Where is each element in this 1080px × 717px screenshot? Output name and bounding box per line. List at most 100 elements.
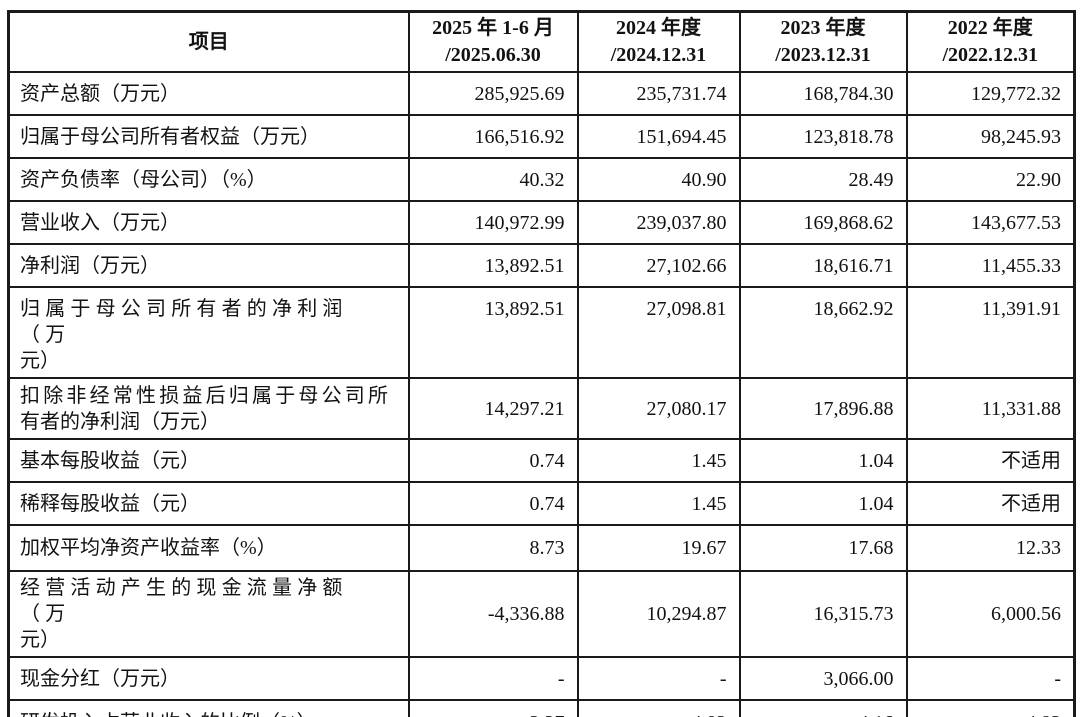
table-row-parent-net-profit: 归属于母公司所有者的净利润（万 元） 13,892.51 27,098.81 1… [7, 286, 1076, 379]
cell-value: 168,784.30 [738, 71, 908, 116]
cell-value: 123,818.78 [738, 114, 908, 159]
cell-value: 16,315.73 [738, 570, 908, 658]
cell-value: - [905, 656, 1076, 701]
period-date: /2022.12.31 [942, 44, 1039, 66]
cell-value: 27,080.17 [576, 377, 741, 440]
cell-value: 169,868.62 [738, 200, 908, 245]
cell-value: 1.45 [576, 438, 741, 483]
cell-value: 11,391.91 [905, 286, 1076, 379]
cell-value: -4,336.88 [407, 570, 579, 658]
cell-value: 13,892.51 [407, 286, 579, 379]
table-row-parent-equity: 归属于母公司所有者权益（万元） 166,516.92 151,694.45 12… [7, 114, 1076, 159]
cell-value: 11,331.88 [905, 377, 1076, 440]
cell-value: 235,731.74 [576, 71, 741, 116]
row-label-line1: 扣除非经常性损益后归属于母公司所 [20, 384, 392, 407]
row-label: 资产负债率（母公司）（%） [7, 157, 410, 202]
row-label: 营业收入（万元） [7, 200, 410, 245]
cell-value: 不适用 [905, 438, 1076, 483]
cell-value: 18,616.71 [738, 243, 908, 288]
period-date: /2023.12.31 [775, 44, 871, 66]
cell-value: 13,892.51 [407, 243, 579, 288]
financial-summary-table: 项目 2025 年 1-6 月 /2025.06.30 2024 年度 /202… [7, 10, 1076, 717]
row-label: 扣除非经常性损益后归属于母公司所 有者的净利润（万元） [7, 377, 410, 440]
row-label-line2: 元） [20, 629, 60, 651]
cell-value: 27,102.66 [576, 243, 741, 288]
table-row-deducted-net-profit: 扣除非经常性损益后归属于母公司所 有者的净利润（万元） 14,297.21 27… [7, 377, 1076, 440]
cell-value: 8.73 [407, 524, 579, 572]
column-header-2024: 2024 年度 /2024.12.31 [576, 10, 741, 73]
cell-value: 12.33 [905, 524, 1076, 572]
cell-value: 14,297.21 [407, 377, 579, 440]
table-row-cash-dividend: 现金分红（万元） - - 3,066.00 - [7, 656, 1076, 701]
cell-value: 40.90 [576, 157, 741, 202]
period-date: /2024.12.31 [610, 44, 707, 66]
table-row-basic-eps: 基本每股收益（元） 0.74 1.45 1.04 不适用 [7, 438, 1076, 483]
row-label: 加权平均净资产收益率（%） [7, 524, 410, 572]
cell-value: 11,455.33 [905, 243, 1076, 288]
cell-value: 22.90 [905, 157, 1076, 202]
cell-value: 98,245.93 [905, 114, 1076, 159]
table-row-net-profit: 净利润（万元） 13,892.51 27,102.66 18,616.71 11… [7, 243, 1076, 288]
cell-value: 151,694.45 [576, 114, 741, 159]
financial-summary-page: 项目 2025 年 1-6 月 /2025.06.30 2024 年度 /202… [0, 10, 1080, 717]
column-header-2022: 2022 年度 /2022.12.31 [905, 10, 1076, 73]
cell-value: 10,294.87 [576, 570, 741, 658]
period-title: 2023 年度 [780, 17, 866, 39]
cell-value: 140,972.99 [407, 200, 579, 245]
cell-value: 19.67 [576, 524, 741, 572]
cell-value: 1.04 [738, 481, 908, 526]
cell-value: 18,662.92 [738, 286, 908, 379]
table-row-debt-ratio: 资产负债率（母公司）（%） 40.32 40.90 28.49 22.90 [7, 157, 1076, 202]
row-label-line2: 元） [20, 350, 60, 372]
cell-value: 3,066.00 [738, 656, 908, 701]
cell-value: 不适用 [905, 481, 1076, 526]
cell-value: 1.04 [738, 438, 908, 483]
cell-value: 27,098.81 [576, 286, 741, 379]
table-row-rd-ratio: 研发投入占营业收入的比例（%） 3.27 4.02 4.16 4.83 [7, 699, 1076, 717]
table-row-weighted-roe: 加权平均净资产收益率（%） 8.73 19.67 17.68 12.33 [7, 524, 1076, 572]
cell-value: - [407, 656, 579, 701]
row-label-line2: 有者的净利润（万元） [20, 410, 220, 433]
row-label: 净利润（万元） [7, 243, 410, 288]
row-label: 经营活动产生的现金流量净额（万 元） [7, 570, 410, 658]
header-row: 项目 2025 年 1-6 月 /2025.06.30 2024 年度 /202… [7, 10, 1076, 73]
cell-value: 17.68 [738, 524, 908, 572]
cell-value: 285,925.69 [407, 71, 579, 116]
cell-value: 129,772.32 [905, 71, 1076, 116]
cell-value: 40.32 [407, 157, 579, 202]
cell-value: 143,677.53 [905, 200, 1076, 245]
table-row-total-assets: 资产总额（万元） 285,925.69 235,731.74 168,784.3… [7, 71, 1076, 116]
period-title: 2025 年 1-6 月 [432, 17, 554, 39]
period-date: /2025.06.30 [445, 44, 541, 66]
cell-value: 0.74 [407, 438, 579, 483]
column-header-item: 项目 [7, 10, 410, 73]
cell-value: - [576, 656, 741, 701]
row-label: 现金分红（万元） [7, 656, 410, 701]
row-label-line1: 经营活动产生的现金流量净额（万 [20, 577, 348, 625]
table-row-revenue: 营业收入（万元） 140,972.99 239,037.80 169,868.6… [7, 200, 1076, 245]
row-label: 基本每股收益（元） [7, 438, 410, 483]
row-label: 归属于母公司所有者权益（万元） [7, 114, 410, 159]
cell-value: 28.49 [738, 157, 908, 202]
cell-value: 4.83 [905, 699, 1076, 717]
row-label: 研发投入占营业收入的比例（%） [7, 699, 410, 717]
cell-value: 1.45 [576, 481, 741, 526]
cell-value: 17,896.88 [738, 377, 908, 440]
table-row-diluted-eps: 稀释每股收益（元） 0.74 1.45 1.04 不适用 [7, 481, 1076, 526]
cell-value: 239,037.80 [576, 200, 741, 245]
table-row-operating-cash-flow: 经营活动产生的现金流量净额（万 元） -4,336.88 10,294.87 1… [7, 570, 1076, 658]
cell-value: 4.02 [576, 699, 741, 717]
period-title: 2024 年度 [616, 17, 701, 39]
cell-value: 4.16 [738, 699, 908, 717]
row-label-line1: 归属于母公司所有者的净利润（万 [20, 298, 348, 346]
row-label: 资产总额（万元） [7, 71, 410, 116]
period-title: 2022 年度 [947, 17, 1033, 39]
cell-value: 0.74 [407, 481, 579, 526]
row-label: 归属于母公司所有者的净利润（万 元） [7, 286, 410, 379]
column-header-2023: 2023 年度 /2023.12.31 [738, 10, 908, 73]
column-header-2025h1: 2025 年 1-6 月 /2025.06.30 [407, 10, 579, 73]
cell-value: 6,000.56 [905, 570, 1076, 658]
row-label: 稀释每股收益（元） [7, 481, 410, 526]
cell-value: 166,516.92 [407, 114, 579, 159]
cell-value: 3.27 [407, 699, 579, 717]
